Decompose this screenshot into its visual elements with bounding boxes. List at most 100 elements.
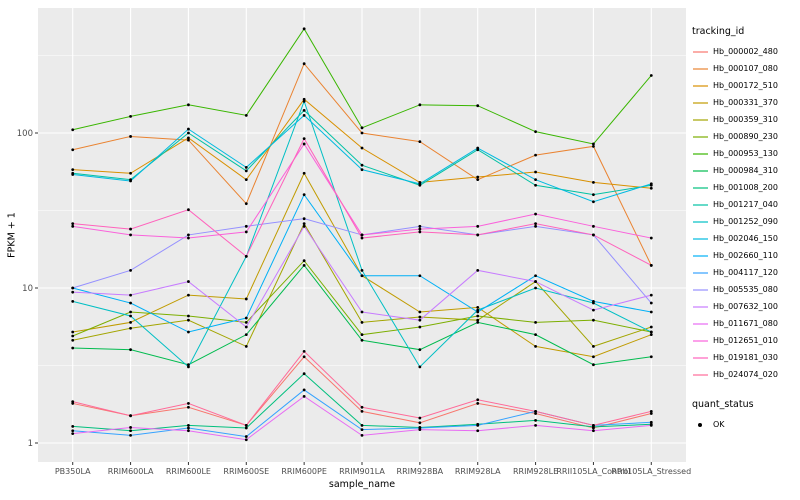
data-point <box>649 301 653 305</box>
data-point <box>360 428 364 432</box>
data-point <box>418 365 422 369</box>
data-point <box>649 186 653 190</box>
legend-item: Hb_000107_080 <box>692 60 798 77</box>
legend-key-line-icon <box>693 118 708 121</box>
data-point <box>71 432 75 435</box>
legend-title-quant-status: quant_status <box>692 399 754 410</box>
data-point <box>244 224 248 228</box>
data-point <box>476 314 480 318</box>
data-point <box>129 433 132 437</box>
quant-status-item: OK <box>692 416 798 433</box>
data-point <box>649 330 653 334</box>
data-point <box>302 222 306 226</box>
data-point <box>71 148 75 152</box>
data-point <box>244 202 248 206</box>
legend-item-label: Hb_000172_510 <box>713 81 778 90</box>
legend-item-label: Hb_002046_150 <box>713 234 778 243</box>
legend-item: Hb_000953_130 <box>692 145 798 162</box>
data-point <box>302 171 306 175</box>
data-point <box>71 429 75 433</box>
data-point <box>360 433 364 437</box>
data-point <box>360 163 364 167</box>
legend-item-label: Hb_011671_080 <box>713 319 778 328</box>
data-point <box>129 293 132 297</box>
data-point <box>649 74 653 77</box>
data-point <box>592 423 595 427</box>
data-point <box>302 349 306 353</box>
x-tick-label: RRIM928LA <box>455 467 501 476</box>
data-point <box>187 426 190 430</box>
data-point <box>476 233 480 237</box>
quant-status-label: OK <box>713 420 725 429</box>
data-point <box>360 168 364 172</box>
data-point <box>534 320 537 324</box>
x-tick-label: RRIM600SE <box>223 467 269 476</box>
legend-key-line-icon <box>693 254 708 257</box>
data-point <box>476 268 480 272</box>
legend-item: Hb_001008_200 <box>692 179 798 196</box>
data-point <box>418 274 422 278</box>
legend-item-label: Hb_004117_120 <box>713 268 778 277</box>
data-point <box>534 280 537 283</box>
data-point <box>418 325 422 329</box>
data-point <box>302 108 306 112</box>
x-tick-label: RRIM600LE <box>166 467 211 476</box>
legend-key-line-icon <box>693 169 708 172</box>
data-point <box>534 130 537 134</box>
legend-item: Hb_011671_080 <box>692 315 798 332</box>
data-point <box>302 224 306 228</box>
data-point <box>649 420 653 424</box>
quant-status-items: OK <box>692 416 798 433</box>
legend-item: Hb_005535_080 <box>692 281 798 298</box>
data-point <box>129 320 132 324</box>
legend-key-point-icon <box>698 422 702 427</box>
data-point <box>187 365 190 369</box>
data-point <box>534 170 537 174</box>
legend-item: Hb_001252_090 <box>692 213 798 230</box>
data-point <box>71 334 75 338</box>
data-point <box>244 254 248 258</box>
data-point <box>71 128 75 132</box>
data-point <box>476 146 480 150</box>
data-point <box>534 153 537 157</box>
legend-item-label: Hb_005535_080 <box>713 285 778 294</box>
data-point <box>649 310 653 314</box>
data-point <box>71 338 75 342</box>
data-point <box>71 173 75 176</box>
data-point <box>302 263 306 267</box>
data-point <box>592 181 595 184</box>
data-point <box>534 344 537 348</box>
x-tick-label: RRIM600LA <box>108 467 154 476</box>
legend-key-line-icon <box>693 135 708 138</box>
legend-key-line-icon <box>693 186 708 189</box>
legend-key-line-icon <box>693 84 708 87</box>
data-point <box>187 402 190 405</box>
legend-key-line-icon <box>693 152 708 155</box>
data-point <box>649 263 653 267</box>
legend-item-label: Hb_001008_200 <box>713 183 778 192</box>
data-point <box>71 346 75 350</box>
data-point <box>302 62 306 66</box>
legend-key-line-icon <box>693 271 708 274</box>
data-point <box>360 320 364 324</box>
legend-item: Hb_000002_480 <box>692 43 798 60</box>
data-point <box>360 338 364 342</box>
legend-item-label: Hb_012651_010 <box>713 336 778 345</box>
data-point <box>71 299 75 303</box>
data-point <box>418 224 422 228</box>
legend-key-line-icon <box>693 356 708 359</box>
data-point <box>71 286 75 290</box>
legend-key-line-icon <box>693 322 708 325</box>
data-point <box>71 424 75 428</box>
data-point <box>71 330 75 334</box>
legend-item-label: Hb_007632_100 <box>713 302 778 311</box>
data-point <box>649 355 653 359</box>
data-point <box>71 290 75 294</box>
data-point <box>244 344 248 348</box>
data-point <box>534 178 537 182</box>
data-point <box>476 398 480 402</box>
data-point <box>534 224 537 228</box>
data-point <box>302 388 306 392</box>
data-point <box>244 316 248 320</box>
